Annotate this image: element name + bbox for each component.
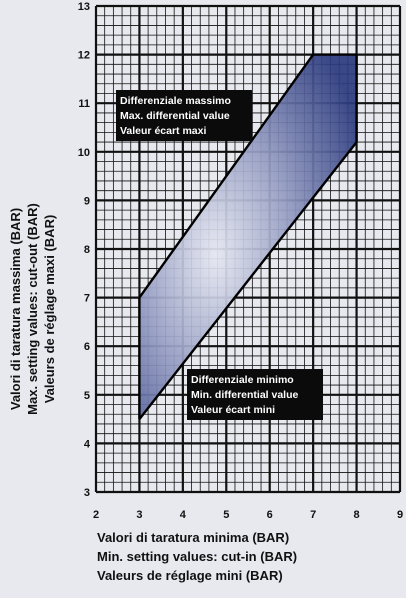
y-tick-label: 3 — [84, 487, 90, 499]
x-tick-label: 5 — [223, 509, 229, 521]
x-tick-label: 7 — [310, 509, 316, 521]
x-tick-label: 2 — [93, 509, 99, 521]
y-tick-label: 12 — [78, 50, 90, 62]
y-tick-label: 9 — [84, 195, 90, 207]
max-differential-label-line: Max. differential value — [120, 110, 230, 122]
y-axis-title-line: Max. setting values: cut-out (BAR) — [25, 203, 40, 415]
y-tick-label: 7 — [84, 293, 90, 305]
max-differential-label-box — [116, 90, 252, 141]
y-tick-label: 8 — [84, 244, 90, 256]
x-axis-title-line: Valori di taratura minima (BAR) — [97, 530, 289, 545]
y-tick-label: 10 — [78, 147, 90, 159]
x-tick-label: 4 — [180, 509, 187, 521]
y-tick-label: 11 — [78, 98, 90, 110]
y-tick-label: 6 — [84, 341, 90, 353]
min-differential-label-box — [187, 369, 323, 420]
x-tick-label: 8 — [354, 509, 360, 521]
max-differential-label-line: Differenziale massimo — [120, 95, 231, 107]
y-tick-label: 4 — [84, 438, 91, 450]
y-axis-title-line: Valori di taratura massima (BAR) — [8, 208, 23, 410]
setting-region-area — [139, 54, 357, 420]
x-tick-label: 3 — [136, 509, 142, 521]
max-differential-line — [138, 53, 315, 299]
min-differential-label-line: Differenziale minimo — [191, 374, 294, 386]
annotations: Differenziale massimo Max. differential v… — [116, 90, 323, 420]
setting-region — [139, 54, 357, 420]
y-tick-label: 13 — [78, 1, 90, 13]
max-differential-label-line: Valeur écart maxi — [120, 125, 206, 137]
min-differential-label-line: Valeur écart mini — [191, 404, 275, 416]
boundary-lines — [138, 53, 358, 420]
y-axis-title-line: Valeurs de réglage maxi (BAR) — [42, 215, 57, 404]
y-tick-label: 5 — [84, 390, 90, 402]
x-tick-label: 9 — [397, 509, 403, 521]
min-differential-label-line: Min. differential value — [191, 389, 299, 401]
y-axis-title: Valori di taratura massima (BAR) Max. set… — [8, 203, 57, 415]
x-axis-title-line: Min. setting values: cut-in (BAR) — [97, 549, 297, 564]
x-axis-title-line: Valeurs de réglage mini (BAR) — [97, 568, 283, 583]
x-tick-label: 6 — [267, 509, 273, 521]
min-differential-line — [138, 141, 358, 420]
x-axis-title: Valori di taratura minima (BAR) Min. sett… — [97, 530, 297, 583]
